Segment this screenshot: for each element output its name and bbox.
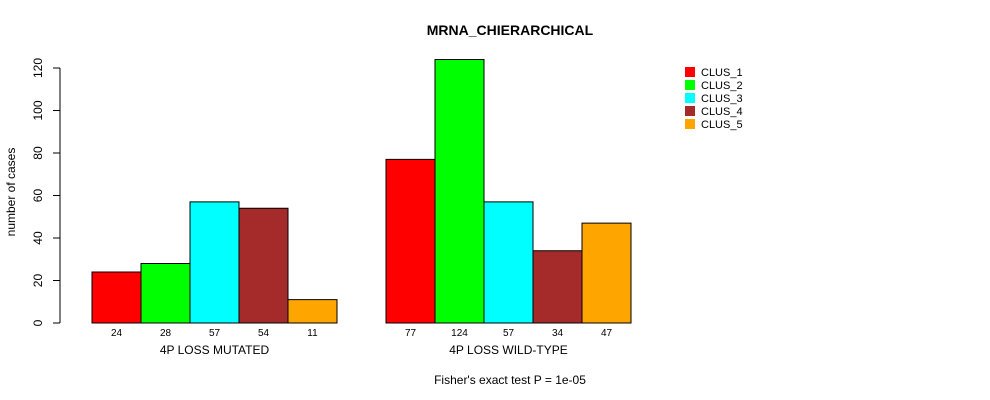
value-label: 11 — [307, 328, 318, 339]
y-tick-label: 20 — [31, 274, 45, 288]
group-labels: 4P LOSS MUTATED 4P LOSS WILD-TYPE — [160, 343, 568, 357]
y-tick-label: 60 — [31, 189, 45, 203]
legend-label: CLUS_5 — [701, 119, 743, 131]
bar-clus-3-1 — [189, 201, 240, 324]
legend-label: CLUS_3 — [701, 93, 743, 105]
legend-swatch — [685, 67, 695, 77]
legend-swatch — [685, 80, 695, 90]
legend-label: CLUS_1 — [701, 67, 743, 79]
y-axis: 0 20 40 60 80 100 120 — [31, 58, 61, 326]
legend-swatch — [685, 119, 695, 129]
y-tick-label: 80 — [31, 146, 45, 160]
legend-label: CLUS_4 — [701, 106, 743, 118]
value-label: 124 — [451, 328, 468, 339]
bar-clus-1-2 — [385, 158, 436, 324]
value-label: 57 — [503, 328, 515, 339]
group-label: 4P LOSS MUTATED — [160, 343, 270, 357]
value-labels: 24 28 57 54 11 77 124 57 34 47 — [111, 328, 613, 339]
value-label: 24 — [111, 328, 123, 339]
chart-subtitle: Fisher's exact test P = 1e-05 — [434, 373, 586, 387]
bar-clus-3-2 — [483, 201, 534, 324]
bar-clus-5-2 — [581, 222, 632, 324]
bars — [91, 59, 632, 324]
y-tick-label: 0 — [31, 319, 45, 326]
value-label: 47 — [601, 328, 613, 339]
bar-clus-2-1 — [140, 263, 191, 324]
y-tick-label: 120 — [31, 58, 45, 78]
y-tick-label: 40 — [31, 231, 45, 245]
group-label: 4P LOSS WILD-TYPE — [449, 343, 567, 357]
legend-label: CLUS_2 — [701, 80, 743, 92]
value-label: 57 — [209, 328, 221, 339]
bar-clus-2-2 — [434, 59, 485, 324]
bar-clus-1-1 — [91, 271, 142, 324]
value-label: 54 — [258, 328, 270, 339]
bar-clus-4-1 — [238, 207, 289, 324]
legend-swatch — [685, 106, 695, 116]
value-label: 28 — [160, 328, 172, 339]
y-axis-label: number of cases — [4, 148, 18, 237]
bar-clus-5-1 — [287, 299, 338, 324]
bar-clus-4-2 — [532, 250, 583, 324]
chart-title: MRNA_CHIERARCHICAL — [427, 22, 594, 38]
y-tick-label: 100 — [31, 100, 45, 120]
value-label: 77 — [405, 328, 417, 339]
legend-swatch — [685, 93, 695, 103]
value-label: 34 — [552, 328, 564, 339]
